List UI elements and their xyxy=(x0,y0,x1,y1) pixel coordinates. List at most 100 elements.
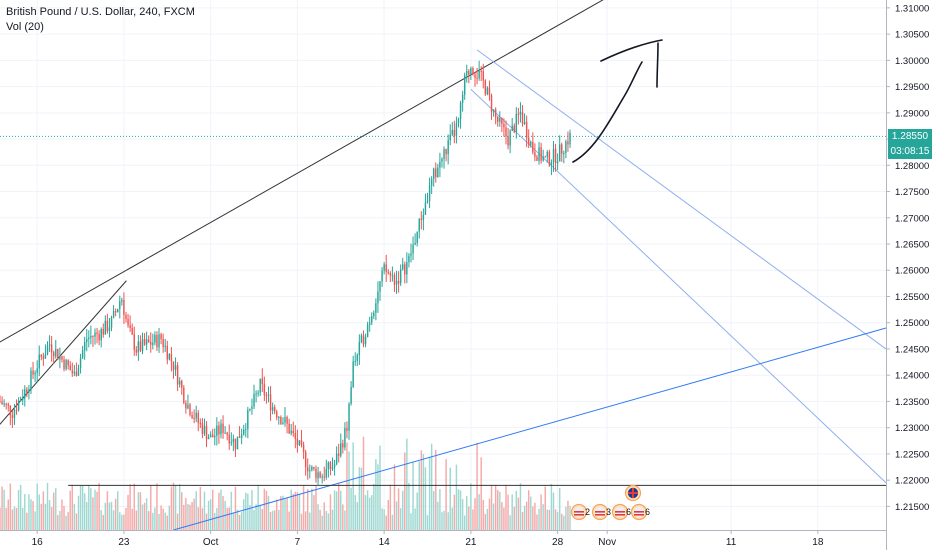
event-us-flag[interactable]: 2 xyxy=(570,503,591,521)
candle-body xyxy=(437,167,439,177)
volume-bar xyxy=(344,510,346,530)
volume-bar xyxy=(158,514,160,530)
candle-body xyxy=(110,317,113,328)
candle-body xyxy=(527,138,530,145)
volume-bar xyxy=(536,514,538,530)
candle-body xyxy=(366,324,369,337)
candle-body xyxy=(24,389,26,399)
volume-bar xyxy=(141,504,144,530)
volume-bar xyxy=(542,504,544,530)
candle-body xyxy=(141,339,144,351)
event-us-flag[interactable]: 3 xyxy=(591,503,612,521)
volume-bar xyxy=(207,500,210,530)
candle-body xyxy=(416,231,418,243)
volume-bar xyxy=(331,509,334,530)
time-tick-label: 16 xyxy=(32,537,44,548)
candle-body xyxy=(3,403,5,405)
volume-bar xyxy=(449,467,451,530)
candle-body xyxy=(267,394,270,396)
candle-body xyxy=(304,452,307,468)
volume-bar xyxy=(389,484,392,530)
volume-bar xyxy=(307,489,309,530)
volume-bar xyxy=(561,513,563,530)
candle-body xyxy=(75,371,78,376)
volume-bar xyxy=(145,498,148,530)
candle-body xyxy=(178,381,181,385)
candle-body xyxy=(350,386,352,404)
candle-body xyxy=(420,218,423,220)
volume-bar xyxy=(79,485,82,530)
indicator-label[interactable]: Vol (20) xyxy=(6,21,44,33)
candle-body xyxy=(96,332,98,335)
candle-body xyxy=(34,372,36,375)
economic-events[interactable]: 2 3 6 6 xyxy=(570,484,651,521)
volume-bar xyxy=(199,486,202,530)
volume-bar xyxy=(265,490,268,530)
volume-bar xyxy=(104,502,107,530)
candle-body xyxy=(121,300,123,302)
candle-body xyxy=(406,262,408,275)
volume-bar xyxy=(26,512,28,530)
candle-body xyxy=(441,158,443,162)
candle-body xyxy=(162,339,164,347)
volume-bar xyxy=(261,508,264,530)
volume-bar xyxy=(197,507,199,530)
candle-body xyxy=(327,462,330,469)
candle-body xyxy=(348,403,350,431)
flag-stripe xyxy=(574,514,584,516)
volume-bar xyxy=(517,497,520,530)
event-us-flag[interactable]: 6 xyxy=(630,503,651,521)
volume-bar xyxy=(466,496,468,530)
candle-body xyxy=(170,354,173,362)
volume-bar xyxy=(150,485,152,530)
volume-bar xyxy=(83,493,86,530)
volume-bar xyxy=(114,498,117,530)
volume-bar xyxy=(340,490,342,530)
volume-bar xyxy=(490,484,493,530)
volume-bar xyxy=(538,508,540,530)
candle-body xyxy=(36,368,38,373)
candle-body xyxy=(325,468,328,478)
candle-body xyxy=(257,392,259,394)
candle-body xyxy=(482,71,484,81)
candle-body xyxy=(565,141,567,153)
volume-bar xyxy=(77,495,80,530)
volume-bar xyxy=(387,499,389,530)
candle-body xyxy=(536,156,538,161)
candle-body xyxy=(261,378,264,385)
volume-bar xyxy=(321,515,323,530)
candle-body xyxy=(46,345,49,355)
volume-bar xyxy=(21,507,24,530)
candle-body xyxy=(494,109,497,117)
volume-bar xyxy=(131,508,133,530)
volume-bar xyxy=(519,483,522,530)
volume-bar xyxy=(319,509,321,530)
volume-bar xyxy=(294,491,297,530)
volume-bar xyxy=(133,483,135,530)
candle-body xyxy=(63,359,65,369)
volume-bar xyxy=(166,515,169,530)
volume-bar xyxy=(426,515,429,530)
candle-body xyxy=(255,393,257,395)
volume-bar xyxy=(116,491,119,530)
volume-bar xyxy=(383,509,385,530)
candle-body xyxy=(224,432,226,434)
volume-bar xyxy=(127,494,129,530)
candle-body xyxy=(556,161,559,164)
event-uk-flag[interactable] xyxy=(624,484,642,502)
price-axis[interactable]: 1.31000 1.30500 1.30000 1.29500 1.29000 1.285… xyxy=(886,0,932,550)
price-tick-label: 1.29000 xyxy=(895,108,929,119)
volume-bar xyxy=(100,510,102,530)
volume-bar xyxy=(304,511,307,530)
volume-bar xyxy=(422,454,425,530)
volume-bar xyxy=(565,506,567,530)
grid xyxy=(0,0,886,530)
candle-body xyxy=(61,356,63,360)
event-us-flag[interactable]: 6 xyxy=(611,503,632,521)
candle-body xyxy=(511,125,513,131)
countdown-tag: 03:08:15 xyxy=(888,144,932,159)
flag-stripe xyxy=(574,511,584,513)
symbol-title[interactable]: British Pound / U.S. Dollar, 240, FXCM xyxy=(6,6,195,18)
time-axis[interactable]: 16 23 Oct 7 14 21 28 Nov 11 18 xyxy=(0,530,887,550)
